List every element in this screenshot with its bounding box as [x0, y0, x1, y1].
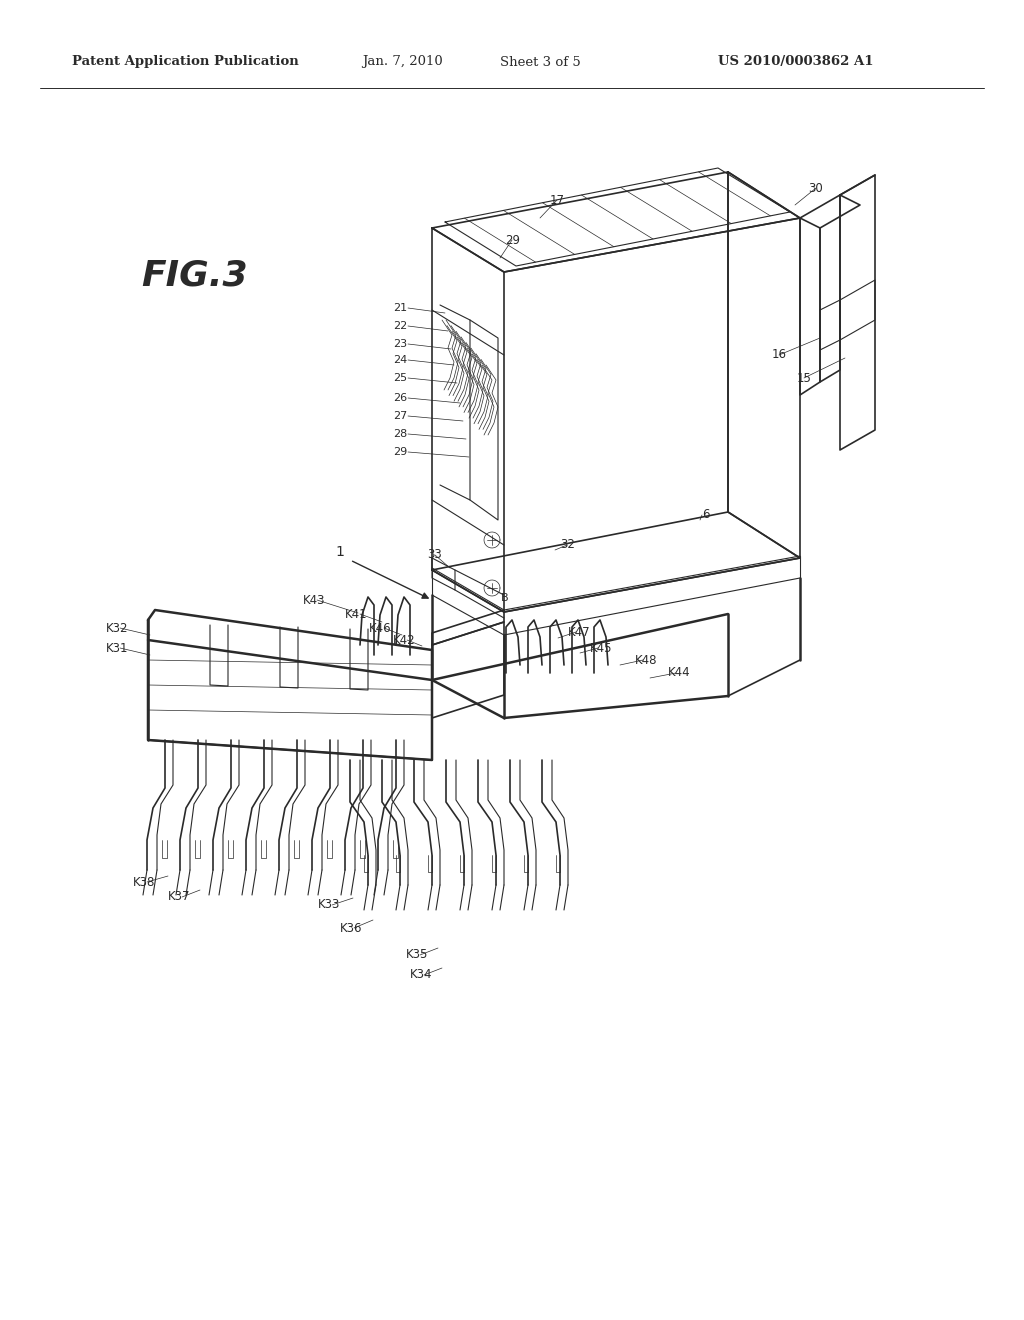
Text: 27: 27 — [393, 411, 408, 421]
Text: 22: 22 — [393, 321, 408, 331]
Text: 29: 29 — [505, 234, 520, 247]
Text: B: B — [501, 593, 509, 603]
Text: 16: 16 — [772, 348, 787, 362]
Text: K36: K36 — [340, 921, 362, 935]
Text: 24: 24 — [393, 355, 408, 366]
Text: 29: 29 — [393, 447, 408, 457]
Text: Sheet 3 of 5: Sheet 3 of 5 — [500, 55, 581, 69]
Text: K41: K41 — [345, 607, 368, 620]
Text: K46: K46 — [370, 622, 392, 635]
Text: US 2010/0003862 A1: US 2010/0003862 A1 — [718, 55, 873, 69]
Text: 17: 17 — [550, 194, 565, 206]
Text: 33: 33 — [428, 549, 442, 561]
Text: K43: K43 — [302, 594, 325, 606]
Text: K44: K44 — [668, 667, 690, 680]
Text: 30: 30 — [808, 181, 822, 194]
Text: K32: K32 — [105, 622, 128, 635]
Text: FIG.3: FIG.3 — [141, 257, 248, 292]
Text: 26: 26 — [393, 393, 408, 403]
Text: 25: 25 — [393, 374, 408, 383]
Text: K48: K48 — [635, 653, 657, 667]
Text: 15: 15 — [797, 371, 812, 384]
Text: K37: K37 — [168, 891, 190, 903]
Text: 32: 32 — [560, 539, 575, 552]
Text: 23: 23 — [393, 339, 408, 348]
Text: 6: 6 — [702, 508, 710, 521]
Text: K33: K33 — [317, 899, 340, 912]
Text: 1: 1 — [336, 545, 344, 558]
Text: K34: K34 — [410, 969, 432, 982]
Text: Patent Application Publication: Patent Application Publication — [72, 55, 299, 69]
Text: K45: K45 — [590, 642, 612, 655]
Text: 28: 28 — [393, 429, 408, 440]
Text: K31: K31 — [105, 642, 128, 655]
Text: K38: K38 — [133, 875, 155, 888]
Text: K47: K47 — [568, 626, 591, 639]
Text: K42: K42 — [392, 634, 415, 647]
Text: 21: 21 — [393, 304, 408, 313]
Text: K35: K35 — [406, 949, 428, 961]
Text: Jan. 7, 2010: Jan. 7, 2010 — [362, 55, 442, 69]
